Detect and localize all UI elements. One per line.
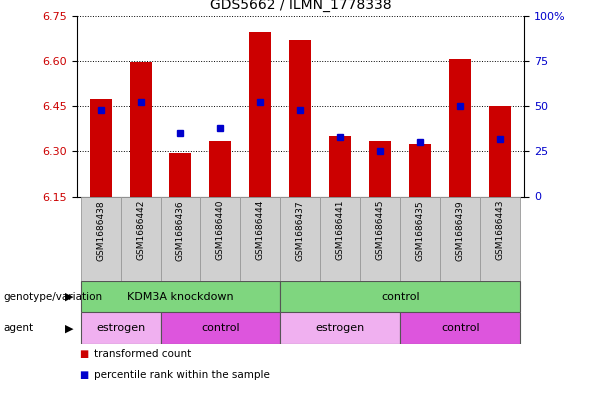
Bar <box>210 141 231 196</box>
Bar <box>130 62 151 196</box>
Text: GSM1686442: GSM1686442 <box>136 200 145 260</box>
Text: ▶: ▶ <box>65 323 74 333</box>
Text: GSM1686438: GSM1686438 <box>96 200 105 261</box>
Bar <box>360 196 401 281</box>
Text: GSM1686445: GSM1686445 <box>376 200 385 261</box>
Bar <box>480 196 520 281</box>
Text: control: control <box>201 323 240 333</box>
Bar <box>121 196 160 281</box>
Text: GSM1686437: GSM1686437 <box>296 200 305 261</box>
Bar <box>280 281 520 312</box>
Text: GSM1686443: GSM1686443 <box>496 200 505 261</box>
Bar <box>489 106 511 196</box>
Bar <box>280 196 320 281</box>
Bar <box>90 99 111 196</box>
Text: control: control <box>441 323 479 333</box>
Bar <box>409 144 431 196</box>
Text: transformed count: transformed count <box>94 349 191 359</box>
Bar <box>329 136 352 196</box>
Bar <box>170 153 191 196</box>
Text: GSM1686440: GSM1686440 <box>216 200 225 261</box>
Text: GSM1686435: GSM1686435 <box>416 200 425 261</box>
Bar <box>280 312 401 344</box>
Bar <box>289 40 312 197</box>
Bar <box>81 281 280 312</box>
Title: GDS5662 / ILMN_1778338: GDS5662 / ILMN_1778338 <box>210 0 391 12</box>
Text: estrogen: estrogen <box>316 323 365 333</box>
Bar <box>401 312 520 344</box>
Text: GSM1686441: GSM1686441 <box>336 200 345 261</box>
Bar <box>401 196 441 281</box>
Bar <box>320 196 360 281</box>
Bar <box>441 196 480 281</box>
Text: GSM1686444: GSM1686444 <box>256 200 265 260</box>
Bar <box>81 312 160 344</box>
Text: ▶: ▶ <box>65 292 74 302</box>
Text: genotype/variation: genotype/variation <box>3 292 102 302</box>
Text: control: control <box>381 292 419 302</box>
Bar <box>160 312 280 344</box>
Text: agent: agent <box>3 323 33 333</box>
Bar <box>369 141 391 196</box>
Text: estrogen: estrogen <box>96 323 145 333</box>
Text: percentile rank within the sample: percentile rank within the sample <box>94 370 270 380</box>
Bar <box>200 196 240 281</box>
Bar <box>81 196 121 281</box>
Text: ■: ■ <box>80 349 89 359</box>
Text: KDM3A knockdown: KDM3A knockdown <box>127 292 234 302</box>
Bar <box>160 196 200 281</box>
Bar <box>240 196 280 281</box>
Text: GSM1686436: GSM1686436 <box>176 200 185 261</box>
Text: GSM1686439: GSM1686439 <box>456 200 465 261</box>
Bar <box>249 32 272 196</box>
Bar <box>449 59 471 196</box>
Text: ■: ■ <box>80 370 89 380</box>
